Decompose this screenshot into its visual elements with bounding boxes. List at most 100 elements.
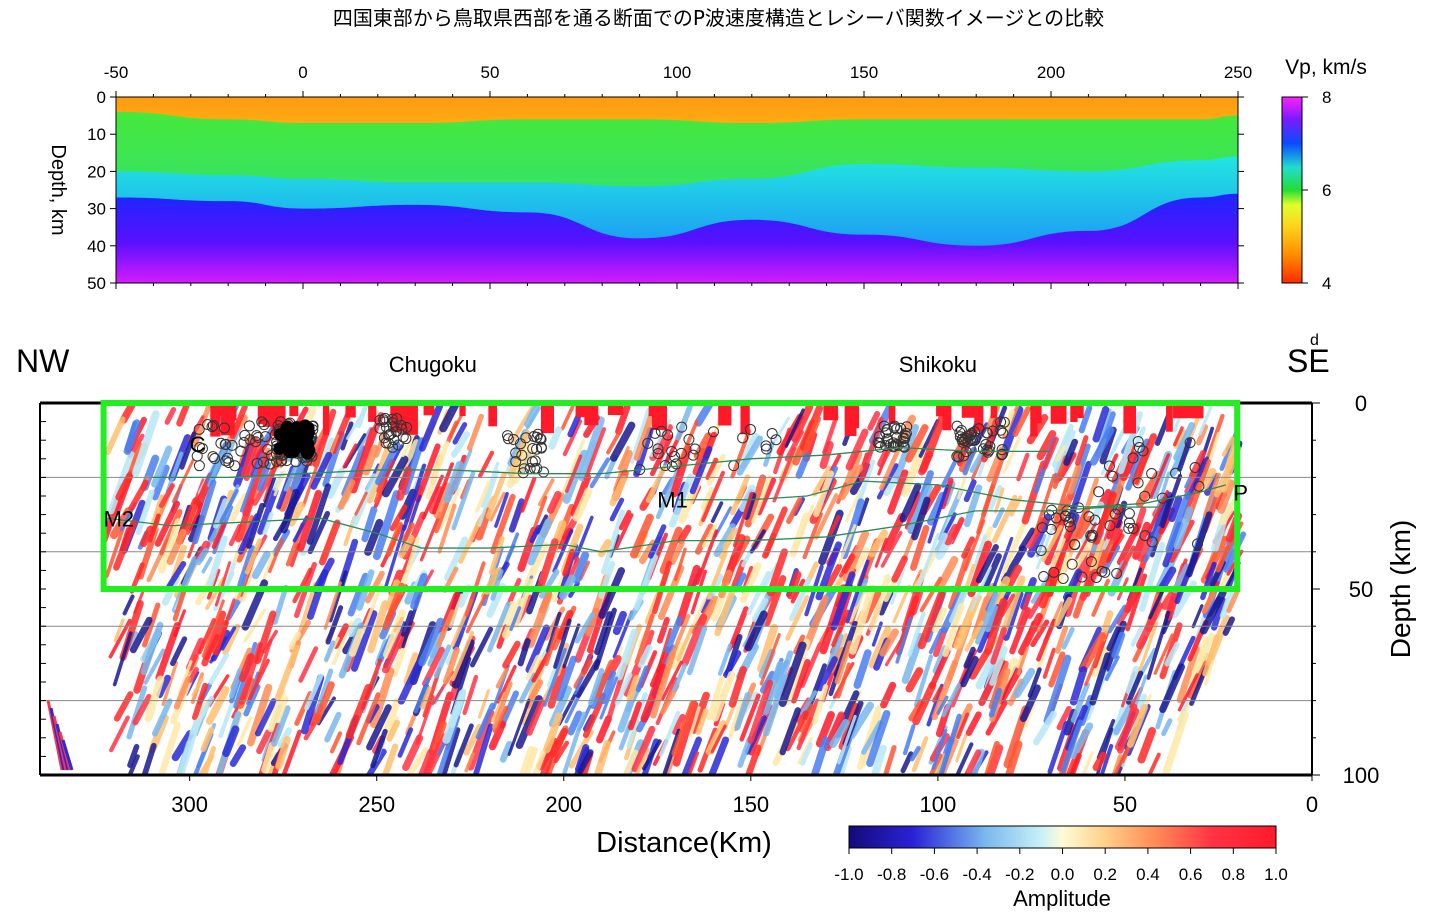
seismicity-circle	[995, 416, 1007, 428]
seismicity-circle	[1133, 441, 1145, 453]
seismicity-circle	[1104, 520, 1116, 532]
rf-amplitude-stroke	[668, 473, 695, 528]
rf-amplitude-stroke	[1159, 663, 1185, 713]
rf-amplitude-stroke	[1016, 452, 1030, 482]
rf-amplitude-stroke	[810, 736, 830, 775]
rf-amplitude-stroke	[572, 551, 590, 584]
rf-amplitude-stroke	[1106, 505, 1124, 540]
rf-amplitude-stroke	[1054, 625, 1069, 654]
rf-amplitude-stroke	[811, 684, 829, 725]
rf-x-axis-label: Distance(Km)	[596, 827, 772, 859]
rf-amplitude-stroke	[799, 703, 814, 733]
rf-amplitude-stroke	[963, 646, 976, 669]
rf-amplitude-stroke	[272, 471, 285, 491]
rf-amplitude-stroke	[1012, 406, 1031, 437]
rf-amplitude-stroke	[1093, 540, 1117, 577]
rf-amplitude-stroke	[475, 702, 495, 740]
rf-red-patch	[740, 405, 750, 435]
seismicity-circle	[766, 428, 778, 440]
rf-red-patch	[823, 405, 839, 421]
rf-amplitude-stroke	[1005, 564, 1023, 589]
rf-amplitude-stroke	[1081, 751, 1094, 775]
rf-amplitude-stroke	[140, 525, 154, 548]
rf-amplitude-stroke	[645, 464, 667, 504]
rf-amplitude-stroke	[238, 653, 255, 683]
seismicity-circle	[760, 443, 772, 455]
seismicity-circle	[256, 416, 268, 428]
rf-amplitude-stroke	[841, 553, 856, 574]
rf-amplitude-stroke	[1018, 527, 1036, 551]
vp-y-tick-label: 10	[87, 125, 106, 144]
rf-amplitude-stroke	[705, 457, 719, 481]
rf-amplitude-stroke	[917, 532, 940, 589]
rf-amplitude-stroke	[142, 602, 161, 648]
rf-amplitude-stroke	[553, 740, 570, 764]
rf-amplitude-stroke	[1215, 546, 1230, 573]
seismicity-circle	[257, 456, 269, 468]
rf-amplitude-stroke	[325, 605, 344, 645]
receiver-function-panel: C M1 M2 P 300 250 200 150 100 50 0 0 50 100 Depth (…	[16, 332, 1416, 911]
rf-amplitude-stroke	[705, 720, 727, 756]
rf-amplitude-stroke	[273, 470, 286, 497]
rf-amplitude-stroke	[526, 699, 546, 736]
rf-amplitude-stroke	[1080, 501, 1105, 545]
rf-amplitude-stroke	[917, 590, 946, 650]
seismicity-circle	[401, 421, 413, 433]
rf-amplitude-stroke	[1075, 515, 1093, 540]
seismicity-circle	[193, 423, 205, 435]
rf-amplitude-stroke	[496, 665, 517, 704]
rf-amplitude-stroke	[994, 487, 1005, 514]
rf-red-patch	[1050, 405, 1067, 424]
rf-amplitude-stroke	[369, 667, 395, 729]
rf-amplitude-stroke	[328, 570, 348, 623]
rf-amplitude-stroke	[466, 413, 484, 451]
seismicity-circle	[980, 439, 992, 451]
rf-amplitude-stroke	[670, 540, 685, 566]
seismicity-circle	[997, 427, 1009, 439]
amplitude-colorbar: -1.0 -0.8 -0.6 -0.4 -0.2 0.0 0.2 0.4 0.6 0.8 1.0 A…	[834, 825, 1288, 911]
seismicity-circle	[737, 432, 749, 444]
rf-amplitude-stroke	[415, 695, 435, 745]
rf-amplitude-stroke	[127, 743, 140, 768]
rf-amplitude-stroke	[140, 621, 164, 676]
rf-amplitude-stroke	[1226, 588, 1241, 614]
rf-amplitude-stroke	[171, 458, 195, 504]
rf-amplitude-stroke	[531, 749, 547, 775]
rf-red-patch	[936, 405, 950, 417]
rf-amplitude-stroke	[637, 644, 653, 668]
rf-amplitude-stroke	[301, 445, 325, 508]
amplitude-colorbar-tick-label: 1.0	[1264, 865, 1288, 884]
rf-amplitude-stroke	[280, 488, 300, 534]
rf-amplitude-stroke	[984, 740, 1000, 775]
rf-amplitude-stroke	[419, 685, 432, 710]
rf-amplitude-stroke	[421, 474, 444, 520]
rf-amplitude-stroke	[975, 544, 999, 584]
rf-amplitude-stroke	[1053, 429, 1076, 474]
rf-amplitude-stroke	[331, 620, 354, 666]
rf-amplitude-stroke	[151, 445, 173, 488]
rf-amplitude-stroke	[297, 489, 322, 552]
rf-amplitude-stroke	[891, 555, 908, 583]
annotation-m1: M1	[657, 488, 688, 513]
rf-amplitude-stroke	[446, 420, 459, 444]
rf-amplitude-stroke	[128, 479, 149, 512]
rf-amplitude-stroke	[206, 568, 221, 600]
rf-y-axis: 0 50 100	[1312, 391, 1379, 788]
rf-amplitude-stroke	[606, 428, 623, 455]
seismicity-circle	[226, 439, 238, 451]
rf-amplitude-stroke	[373, 477, 386, 504]
vp-y-tick-label: 40	[87, 237, 106, 256]
rf-amplitude-stroke	[1125, 573, 1147, 632]
rf-amplitude-stroke	[511, 448, 535, 485]
seismicity-circle	[898, 440, 910, 452]
rf-amplitude-stroke	[681, 613, 708, 667]
seismicity-circle	[251, 457, 263, 469]
rf-amplitude-stroke	[1136, 621, 1159, 677]
rf-amplitude-stroke	[492, 681, 513, 730]
rf-amplitude-stroke	[144, 675, 165, 723]
rf-amplitude-stroke	[275, 696, 289, 724]
rf-amplitude-stroke	[641, 739, 662, 771]
rf-amplitude-stroke	[899, 482, 922, 523]
rf-y-axis-label: Depth (km)	[1385, 520, 1416, 658]
rf-amplitude-stroke	[955, 733, 968, 763]
